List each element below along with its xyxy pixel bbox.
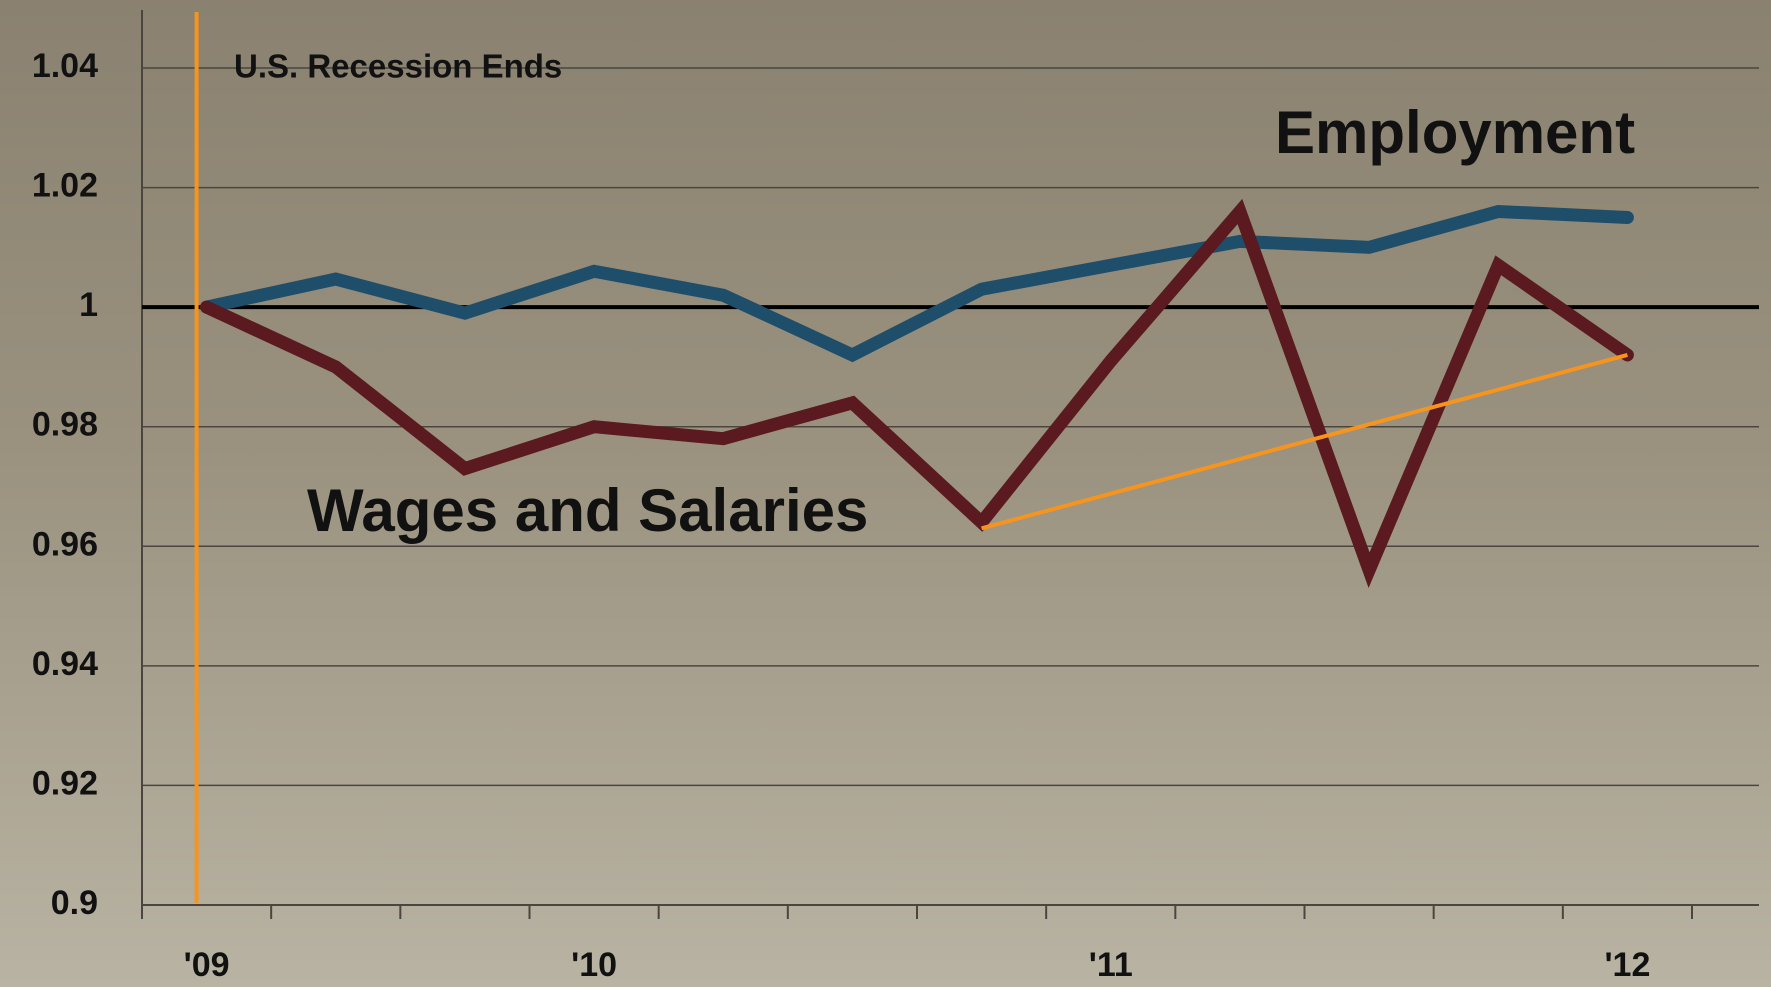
x-tick-label: '12 (1604, 946, 1650, 984)
chart: 0.9 0.92 0.94 0.96 0.98 1 1.02 1.04 '09 '10 '11 '12… (0, 0, 1771, 987)
x-tick-label: '09 (184, 946, 230, 984)
recession-label: U.S. Recession Ends (234, 48, 562, 85)
series-label: Wages and Salaries (307, 477, 868, 544)
series-label: Employment (1275, 99, 1635, 166)
y-tick-label: 0.94 (32, 645, 98, 683)
y-tick-label: 0.96 (32, 525, 98, 563)
y-tick-label: 1.02 (32, 167, 98, 205)
x-tick-label: '10 (571, 946, 617, 984)
y-tick-label: 0.98 (32, 406, 98, 444)
y-tick-label: 0.9 (51, 884, 98, 922)
y-tick-label: 1 (79, 286, 98, 324)
y-tick-label: 1.04 (32, 47, 98, 85)
x-tick-label: '11 (1089, 946, 1133, 984)
y-tick-label: 0.92 (32, 764, 98, 802)
